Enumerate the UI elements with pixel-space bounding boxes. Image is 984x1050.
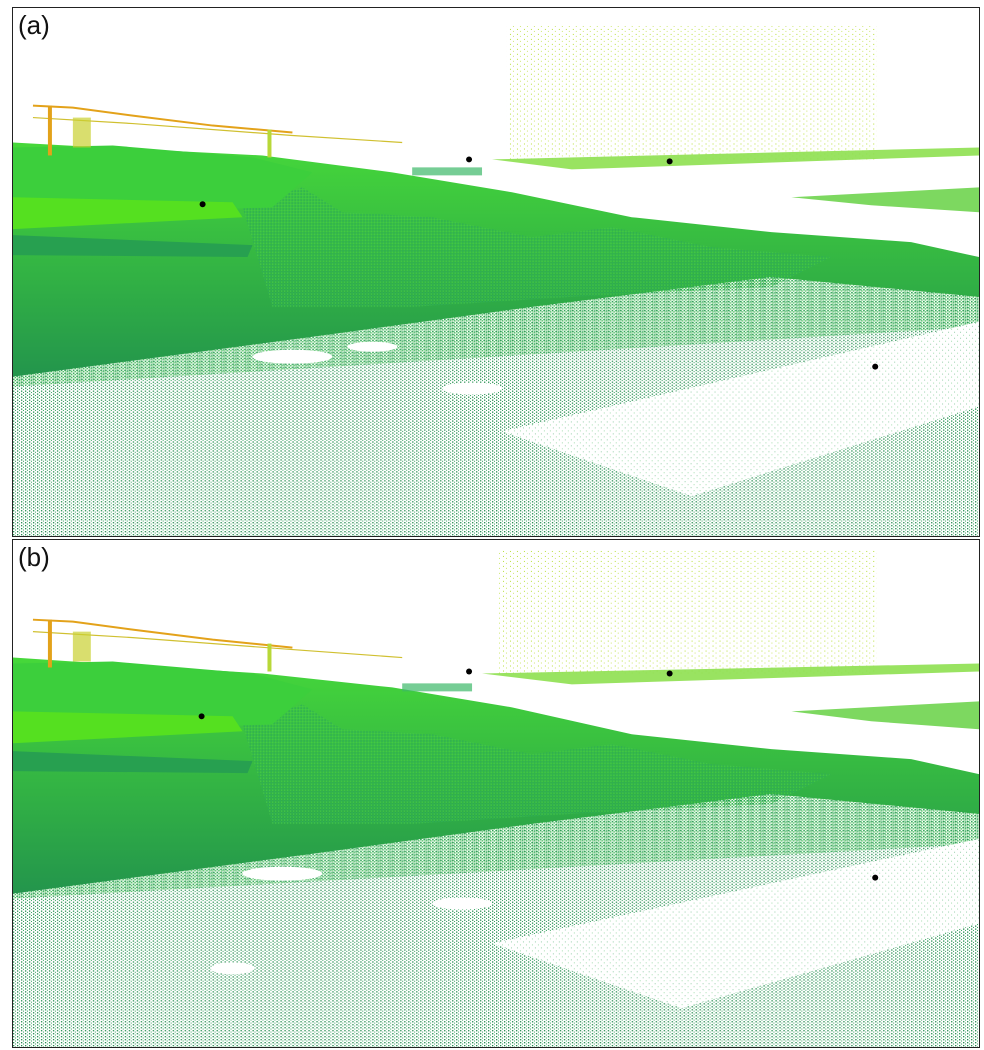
panel-label-a: (a) [18, 10, 50, 40]
point-cloud-panel-b: (b) [12, 539, 980, 1048]
panel-label-b: (b) [18, 542, 50, 572]
point-cloud-panel-a: (a) [12, 7, 980, 537]
point-cloud-scene-b [13, 549, 979, 1047]
point-cloud-scene-a [13, 25, 979, 536]
